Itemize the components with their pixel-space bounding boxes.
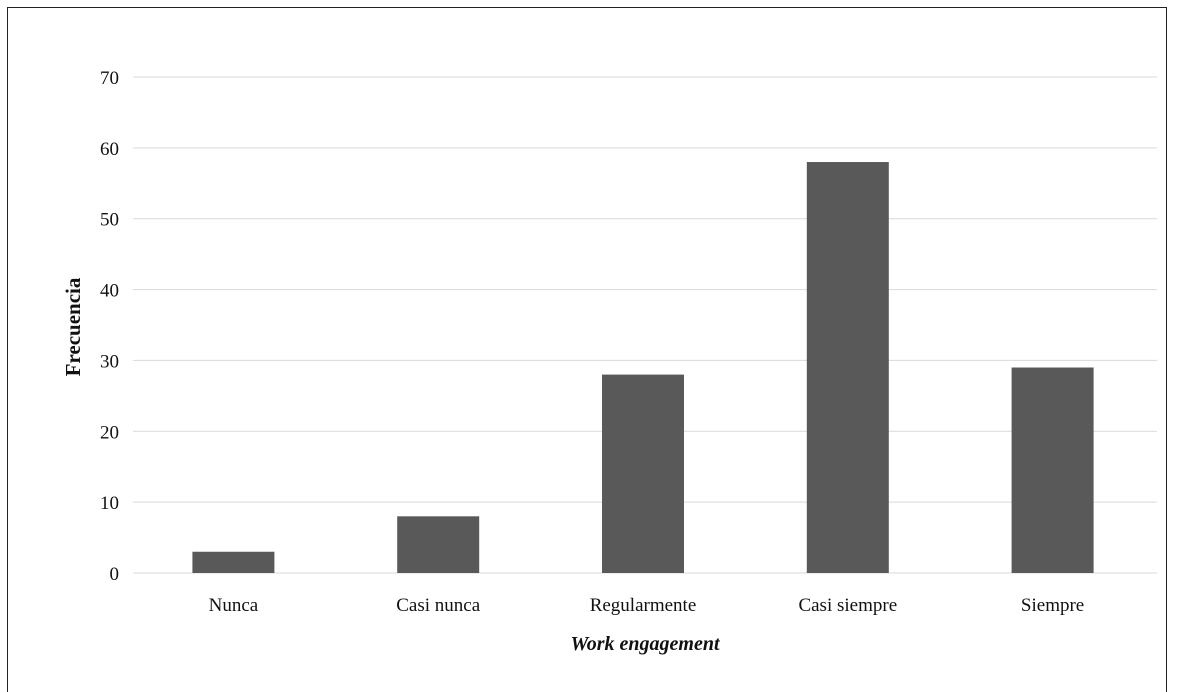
y-axis-label: Frecuencia: [61, 277, 85, 376]
y-tick-label: 0: [110, 564, 120, 585]
chart-frame: [7, 7, 1167, 692]
bar-nunca: [192, 551, 275, 573]
bar-casi-nunca: [397, 516, 480, 573]
bars: [192, 162, 1094, 573]
bar-casi-siempre: [806, 162, 889, 573]
y-tick-label: 40: [100, 281, 119, 302]
x-tick-labels: Nunca Casi nunca Regularmente Casi siempre S…: [209, 595, 1085, 616]
y-tick-label: 50: [100, 210, 119, 231]
x-axis-label: Work engagement: [570, 633, 721, 655]
x-tick-label: Nunca: [209, 595, 259, 616]
y-tick-label: 60: [100, 139, 119, 160]
y-tick-label: 70: [100, 68, 119, 89]
bar-regularmente: [602, 374, 684, 573]
x-tick-label: Casi siempre: [798, 595, 897, 616]
y-tick-label: 30: [100, 351, 119, 372]
bar-siempre: [1011, 367, 1094, 573]
y-tick-label: 20: [100, 422, 119, 443]
x-tick-label: Regularmente: [590, 595, 697, 616]
x-tick-label: Siempre: [1021, 595, 1084, 616]
x-tick-label: Casi nunca: [396, 595, 480, 616]
y-tick-labels: 0 10 20 30 40 50 60 70: [100, 68, 119, 585]
y-tick-label: 10: [100, 493, 119, 514]
gridlines: [133, 76, 1157, 574]
